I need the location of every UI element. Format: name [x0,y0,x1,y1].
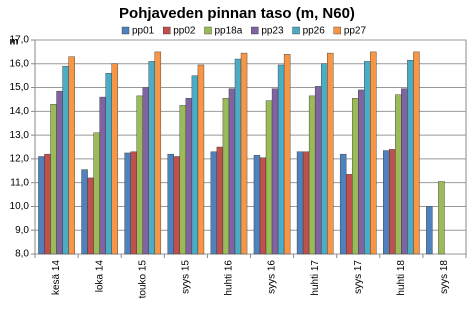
legend-swatch [333,26,342,35]
bar [253,155,261,255]
bar [142,87,149,255]
bar [148,61,156,255]
bar [222,98,230,255]
x-tick-label: syys 16 [267,260,278,294]
bar [124,152,131,255]
bar [44,153,51,255]
bar [327,52,334,255]
y-axis-label: m [10,37,19,48]
legend-swatch [251,26,259,35]
bar [271,88,279,255]
bar [339,153,347,255]
bar [259,157,267,255]
bar [167,153,174,255]
bar [130,151,137,255]
x-tick-label: syys 18 [439,260,450,294]
y-tick-label: 16,0 [10,58,30,69]
legend-label: pp23 [261,26,284,37]
bar [389,149,396,255]
x-tick-label: huhti 18 [396,260,407,296]
bar [56,90,63,255]
bar [173,156,181,255]
x-tick-label: huhti 16 [224,260,235,296]
x-tick-label: huhti 17 [310,260,321,296]
y-tick-label: 12,0 [10,154,30,165]
bar [345,174,353,255]
y-tick-label: 15,0 [10,82,30,93]
bar [87,177,94,255]
bar [210,151,218,255]
bar [154,51,162,255]
bar [136,95,143,255]
legend-label: pp26 [303,26,326,37]
bar [426,206,433,255]
bar [438,181,445,255]
chart-title: Pohjaveden pinnan taso (m, N60) [119,5,355,22]
bar [364,61,371,255]
x-tick-label: syys 17 [353,260,364,294]
bar [197,64,205,255]
bar [358,89,365,255]
bar [283,54,291,255]
bar [407,60,414,255]
bar [383,150,390,255]
bar [105,73,112,255]
y-tick-label: 17,0 [10,35,30,46]
bar [277,64,285,255]
bar [111,63,118,255]
bar [240,52,248,255]
bar [191,75,199,255]
bar [314,86,322,255]
bar [185,98,193,255]
y-tick-label: 13,0 [10,130,30,141]
bar [370,51,377,255]
bar [302,151,310,255]
x-tick-label: loka 14 [94,260,105,293]
y-tick-label: 10,0 [10,201,30,212]
y-tick-label: 11,0 [10,177,29,188]
bar [179,105,187,255]
bar [395,94,402,255]
y-tick-label: 8,0 [15,249,29,260]
y-tick-label: 9,0 [15,225,29,236]
legend-label: pp01 [132,26,155,37]
bar [228,88,236,255]
bar [265,100,273,255]
bar [413,51,420,255]
bar [234,58,242,255]
legend-swatch [121,26,130,35]
bar [68,56,75,255]
bar [352,98,359,255]
bar [93,132,100,255]
legend-swatch [292,26,300,35]
legend-swatch [163,26,171,35]
bar [62,65,69,255]
bar [401,88,408,255]
bar [296,151,304,255]
y-tick-label: 14,0 [10,106,30,117]
x-tick-label: touko 15 [137,260,148,299]
legend-label: pp02 [173,26,196,37]
bar [320,63,328,255]
bar [50,103,57,255]
x-tick-label: kesä 14 [51,260,62,295]
legend-swatch [204,26,212,35]
bar [81,169,88,255]
legend-label: pp27 [344,26,367,37]
bar [38,156,45,255]
legend-label: pp18a [215,26,243,37]
bar [99,96,106,255]
x-tick-label: syys 15 [180,260,191,294]
bar [308,95,316,255]
bar [216,146,224,255]
